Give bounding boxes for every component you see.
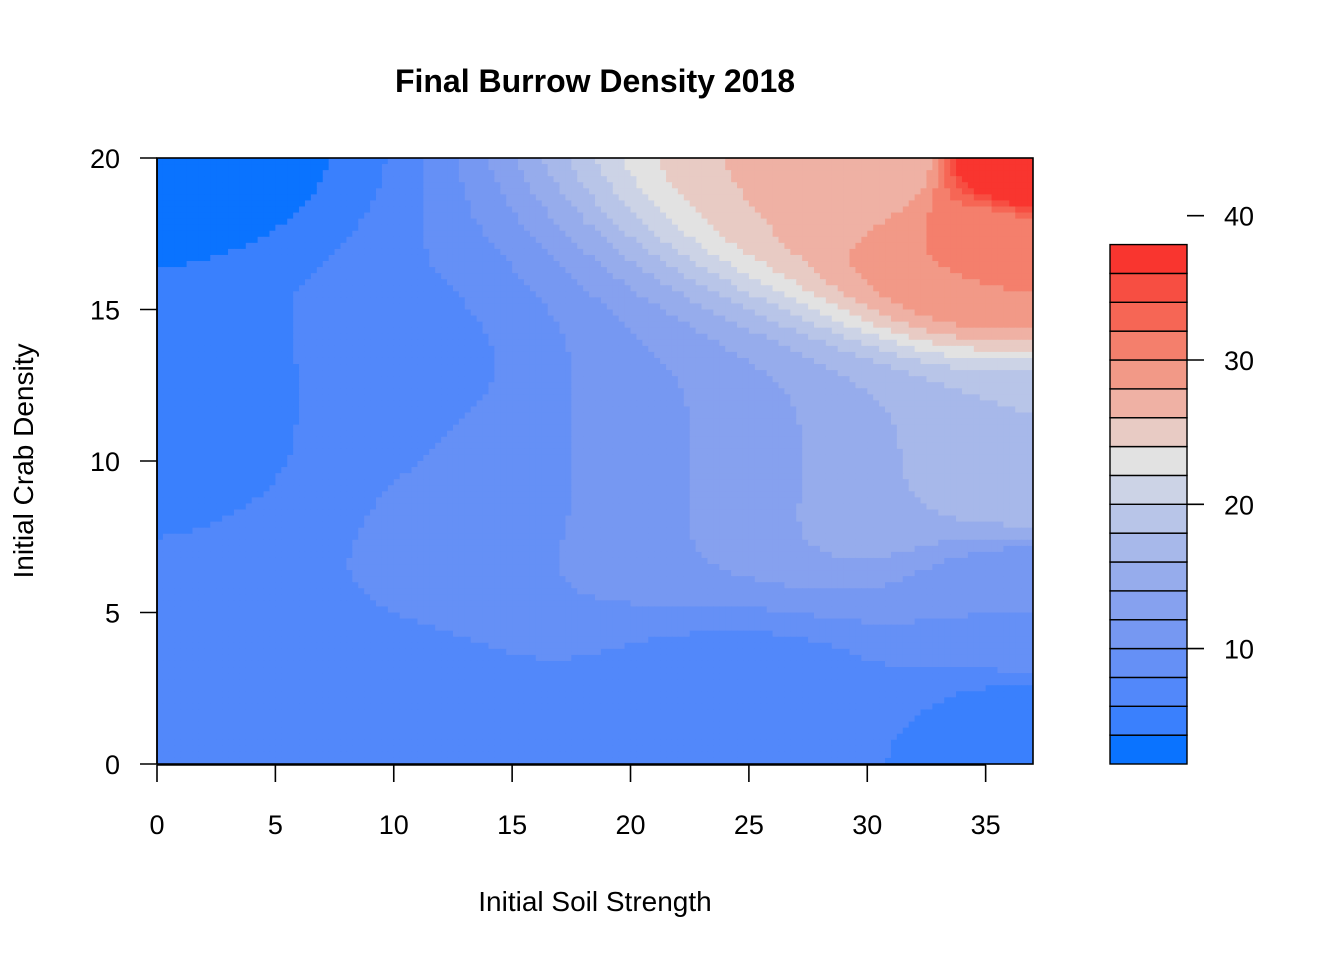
color-legend-swatch xyxy=(1109,676,1188,707)
color-legend-swatch xyxy=(1109,705,1188,736)
color-legend-swatch xyxy=(1109,503,1188,534)
color-legend-swatch xyxy=(1109,590,1188,621)
y-axis: 0 5 10 15 20 xyxy=(90,144,158,780)
color-legend-swatch xyxy=(1109,330,1188,361)
color-legend-swatch xyxy=(1109,734,1188,765)
color-legend: 10 20 30 40 xyxy=(1109,202,1254,765)
y-tick-label: 0 xyxy=(105,750,120,780)
color-legend-tick-label: 10 xyxy=(1224,635,1254,665)
x-tick-label: 35 xyxy=(971,810,1001,840)
color-legend-swatch xyxy=(1109,619,1188,650)
color-legend-swatch xyxy=(1109,301,1188,332)
color-legend-swatch xyxy=(1109,532,1188,563)
x-axis-label: Initial Soil Strength xyxy=(478,886,711,917)
x-tick-label: 5 xyxy=(268,810,283,840)
x-tick-label: 15 xyxy=(497,810,527,840)
chart-title: Final Burrow Density 2018 xyxy=(395,63,795,99)
color-legend-swatch xyxy=(1109,359,1188,390)
x-tick-label: 0 xyxy=(149,810,164,840)
y-tick-label: 10 xyxy=(90,447,120,477)
color-legend-swatch xyxy=(1109,417,1188,448)
color-legend-swatch xyxy=(1109,243,1188,275)
y-axis-label: Initial Crab Density xyxy=(8,344,39,579)
color-legend-tick-label: 40 xyxy=(1224,202,1254,232)
color-legend-swatch xyxy=(1109,445,1188,477)
color-legend-swatch xyxy=(1109,474,1188,505)
y-tick-label: 15 xyxy=(90,296,120,326)
y-tick-label: 20 xyxy=(90,144,120,174)
color-legend-swatch xyxy=(1109,272,1188,303)
color-legend-swatch xyxy=(1109,561,1188,592)
x-tick-label: 30 xyxy=(852,810,882,840)
x-tick-label: 10 xyxy=(379,810,409,840)
color-legend-swatch xyxy=(1109,388,1188,419)
x-axis: 0 5 10 15 20 25 30 35 xyxy=(149,764,1001,840)
color-legend-tick-label: 30 xyxy=(1224,346,1254,376)
color-legend-swatch xyxy=(1109,647,1188,679)
contour-fill xyxy=(157,158,1033,764)
y-tick-label: 5 xyxy=(105,599,120,629)
x-tick-label: 20 xyxy=(615,810,645,840)
x-tick-label: 25 xyxy=(734,810,764,840)
color-legend-tick-label: 20 xyxy=(1224,490,1254,520)
